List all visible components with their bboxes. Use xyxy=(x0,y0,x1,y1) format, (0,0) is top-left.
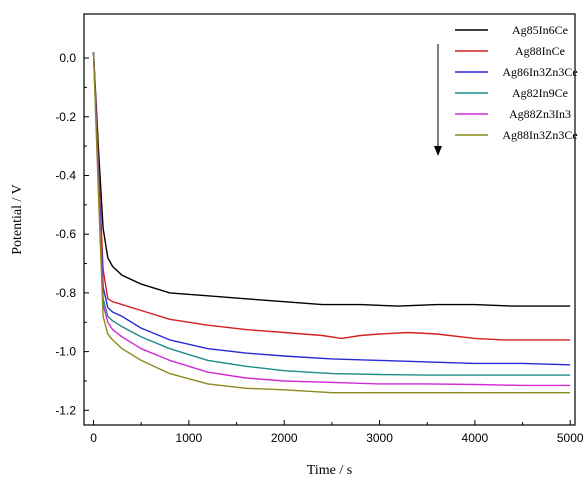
legend-label-2: Ag88InCe xyxy=(515,44,565,58)
y-tick-label: -0.2 xyxy=(55,110,76,124)
legend-arrow-head xyxy=(434,146,442,156)
series-line-2 xyxy=(92,52,571,341)
y-tick-label: -0.6 xyxy=(55,227,76,241)
series-line-3 xyxy=(92,52,571,366)
series-line-4 xyxy=(92,52,571,376)
legend-label-1: Ag85In6Ce xyxy=(512,23,568,37)
x-tick-label: 1000 xyxy=(176,431,203,445)
legend-label-6: Ag88In3Zn3Ce xyxy=(502,128,577,142)
y-tick-label: -0.4 xyxy=(55,168,76,182)
x-axis-title: Time / s xyxy=(307,463,352,478)
plot-area-border xyxy=(83,13,576,426)
x-tick-label: 2000 xyxy=(271,431,298,445)
legend: Ag85In6Ce Ag88InCe Ag86In3Zn3Ce Ag82In9Ce Ag… xyxy=(434,23,578,156)
y-tick-label: -0.8 xyxy=(55,286,76,300)
axis-ticks: 0 1000 2000 3000 4000 5000 0.0 -0.2 -0.4 -0.6 -0.8… xyxy=(55,51,584,445)
y-tick-label: -1.2 xyxy=(55,403,76,417)
y-tick-label: -1.0 xyxy=(55,345,76,359)
x-tick-label: 0 xyxy=(90,431,97,445)
series-layer xyxy=(92,52,571,394)
legend-label-4: Ag82In9Ce xyxy=(512,86,568,100)
legend-label-3: Ag86In3Zn3Ce xyxy=(502,65,577,79)
y-axis-title: Potential / V xyxy=(10,184,25,255)
series-line-5 xyxy=(92,52,571,387)
y-tick-label: 0.0 xyxy=(59,51,76,65)
plot-frame xyxy=(83,13,576,426)
x-tick-label: 4000 xyxy=(462,431,489,445)
series-line-1 xyxy=(92,52,571,307)
legend-label-5: Ag88Zn3In3 xyxy=(509,107,571,121)
x-tick-label: 5000 xyxy=(557,431,584,445)
series-line-6 xyxy=(92,52,571,394)
x-tick-label: 3000 xyxy=(366,431,393,445)
